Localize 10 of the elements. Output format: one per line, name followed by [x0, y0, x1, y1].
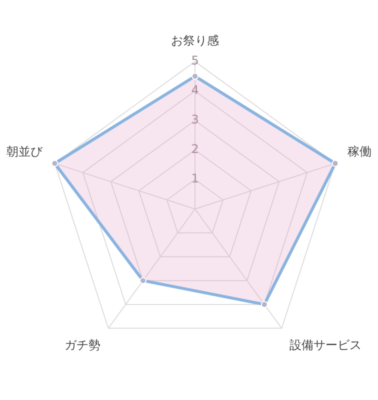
spoke-label: 設備サービス	[289, 338, 362, 352]
spoke-label: ガチ勢	[64, 338, 101, 352]
spoke-label: 朝並び	[6, 144, 44, 158]
y-tick-label: 4	[191, 83, 199, 98]
y-tick-label: 1	[191, 172, 199, 186]
y-tick-label: 5	[191, 54, 199, 68]
spoke-label: お祭り感	[171, 33, 219, 48]
y-tick-label: 2	[191, 142, 199, 156]
y-tick-label: 3	[191, 112, 199, 127]
spoke-label: 稼働	[348, 144, 372, 158]
